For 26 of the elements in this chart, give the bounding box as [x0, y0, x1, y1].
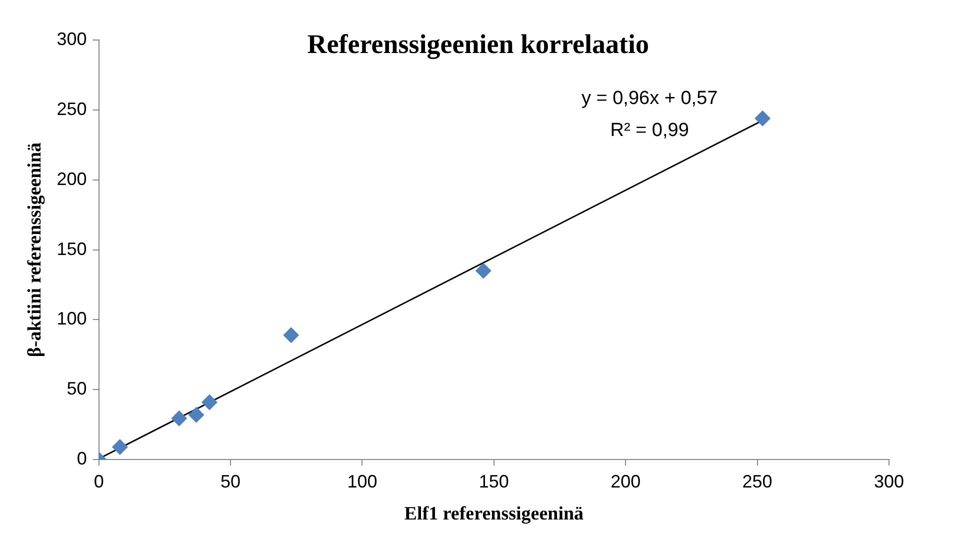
- x-tick-label: 150: [478, 471, 509, 492]
- y-tick-label: 200: [56, 168, 87, 189]
- y-tick-label: 150: [56, 238, 87, 259]
- point: [112, 439, 128, 456]
- x-tick-label: 50: [220, 471, 241, 492]
- x-tick-label: 200: [610, 471, 641, 492]
- point: [171, 410, 188, 426]
- point: [754, 110, 771, 126]
- y-tick-label: 250: [56, 98, 87, 119]
- y-tick-label: 50: [66, 378, 87, 399]
- x-tick-label: 0: [94, 471, 104, 492]
- annotation: y = 0,96x + 0,57: [581, 88, 718, 110]
- y-tick-label: 0: [76, 448, 87, 469]
- chart-title: Referenssigeenien korrelaatio: [307, 28, 649, 59]
- x-tick-label: 250: [742, 471, 772, 492]
- y-tick-label: 300: [56, 28, 87, 49]
- point: [283, 327, 300, 344]
- x-axis-title: Elf1 referenssigeeninä: [404, 504, 584, 525]
- y-tick-label: 100: [56, 308, 87, 329]
- annotation: R² = 0,99: [610, 120, 689, 142]
- x-tick-label: 300: [874, 471, 904, 492]
- point: [475, 262, 492, 279]
- x-tick-label: 100: [347, 471, 378, 492]
- point: [188, 406, 204, 423]
- y-axis-title: β-aktiini referenssigeeninä: [24, 142, 46, 358]
- point: [201, 394, 218, 410]
